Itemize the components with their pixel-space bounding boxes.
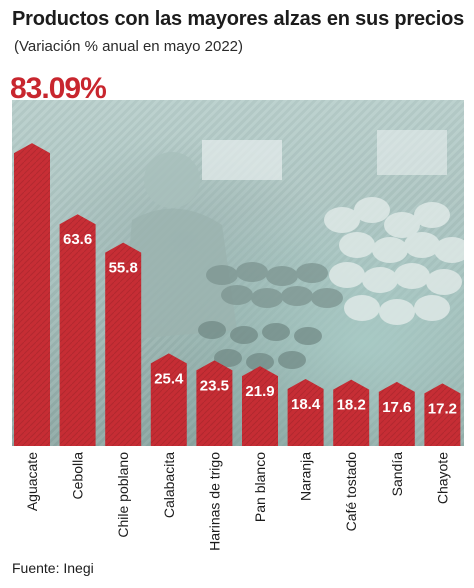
- bar-7: [333, 379, 370, 446]
- value-label-8: 17.6: [382, 399, 411, 416]
- bar-4: [196, 360, 233, 446]
- value-label-5: 21.9: [245, 383, 274, 400]
- category-label-3: Calabacita: [161, 452, 177, 518]
- value-label-9: 17.2: [428, 400, 457, 417]
- source-note: Fuente: Inegi: [12, 560, 94, 576]
- category-label-5: Pan blanco: [252, 452, 268, 522]
- bar-2: [105, 242, 142, 446]
- value-label-6: 18.4: [291, 396, 321, 413]
- category-label-2: Chile poblano: [115, 452, 131, 538]
- category-label-0: Aguacate: [24, 452, 40, 511]
- category-label-6: Naranja: [298, 452, 314, 501]
- bar-3: [150, 353, 187, 446]
- value-label-1: 63.6: [63, 231, 92, 248]
- value-label-4: 23.5: [200, 377, 229, 394]
- bar-0: [14, 143, 50, 446]
- value-label-2: 55.8: [109, 260, 138, 277]
- bar-1: [59, 214, 96, 446]
- value-label-3: 25.4: [154, 370, 184, 387]
- chart-subtitle: (Variación % anual en mayo 2022): [14, 38, 244, 55]
- bar-5: [242, 366, 278, 446]
- category-label-4: Harinas de trigo: [206, 452, 222, 551]
- category-label-9: Chayote: [434, 452, 450, 504]
- value-label-0: 83.09%: [10, 72, 106, 105]
- value-label-7: 18.2: [337, 397, 366, 414]
- category-label-8: Sandía: [389, 452, 405, 497]
- category-label-7: Café tostado: [343, 452, 359, 532]
- category-label-1: Cebolla: [70, 452, 86, 500]
- bar-9: [424, 383, 461, 446]
- bar-8: [378, 381, 415, 446]
- bar-6: [287, 378, 324, 446]
- chart-title: Productos con las mayores alzas en sus p…: [12, 8, 465, 30]
